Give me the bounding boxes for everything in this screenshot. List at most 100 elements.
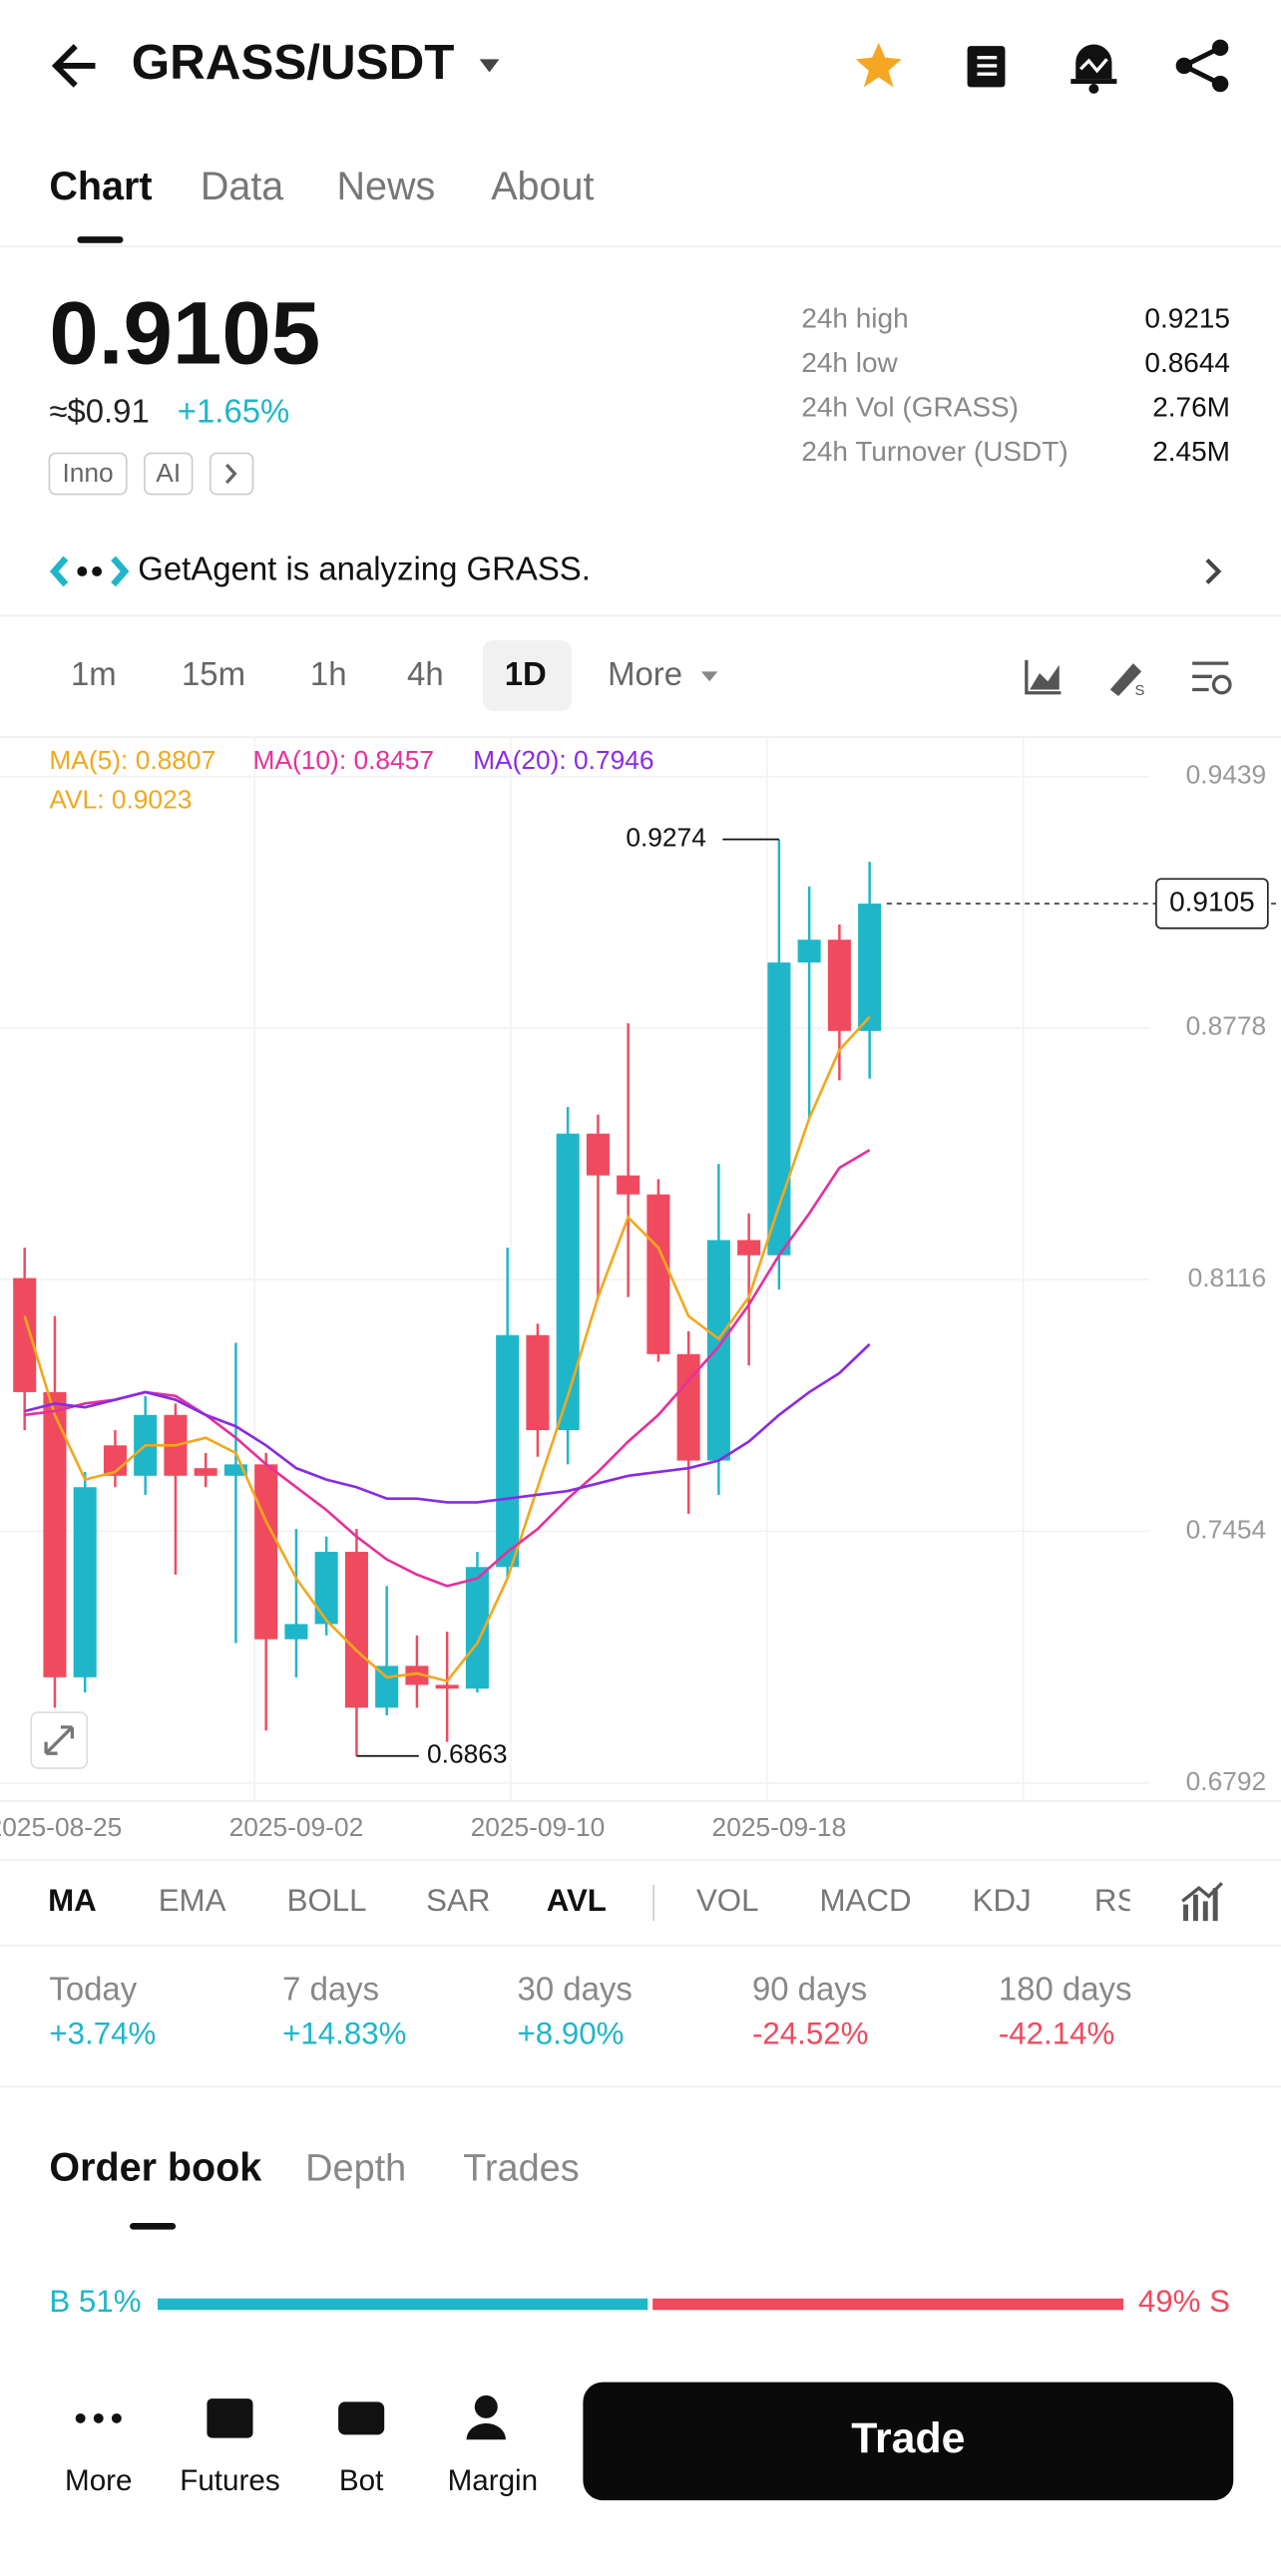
candle-body xyxy=(827,939,851,1031)
trade-label[interactable]: Trade xyxy=(851,2414,965,2462)
performance-period: 90 days xyxy=(752,1971,867,2008)
candle-body xyxy=(858,904,882,1031)
tag[interactable]: Inno xyxy=(62,458,113,488)
ma-legend: MA(5): 0.8807 xyxy=(49,745,215,775)
stat-value: 0.8644 xyxy=(1144,347,1230,378)
performance-value: -42.14% xyxy=(999,2017,1114,2051)
ma-legend-sep: : xyxy=(121,745,136,775)
avl-legend-name: AVL xyxy=(49,784,97,814)
interval[interactable]: 1D xyxy=(505,655,547,692)
ma-legend-name: MA(5) xyxy=(49,745,121,775)
indicator-tab[interactable]: EMA xyxy=(159,1883,226,1918)
ma-legend-sep: : xyxy=(559,745,574,775)
nav-item[interactable]: More xyxy=(65,2464,133,2497)
more-dropdown[interactable] xyxy=(700,671,718,682)
agent-chevron[interactable] xyxy=(1205,557,1222,584)
agent-text[interactable]: GetAgent is analyzing GRASS. xyxy=(138,551,591,587)
candle-body xyxy=(405,1665,429,1685)
expand-icon[interactable] xyxy=(30,1711,89,1769)
avl-legend-value: 0.9023 xyxy=(112,784,193,814)
indicator-tab[interactable]: KDJ xyxy=(973,1883,1032,1918)
candle-body xyxy=(43,1391,67,1677)
interval-more[interactable]: More xyxy=(608,655,682,692)
tag-more-arrow xyxy=(224,463,237,485)
y-tick-label: 0.7454 xyxy=(1186,1514,1267,1544)
last-price-label: 0.9105 xyxy=(1169,886,1255,917)
trade-button[interactable] xyxy=(583,2382,1234,2501)
indicator-settings-icon[interactable] xyxy=(1181,1882,1223,1922)
orderbook-tab[interactable]: Depth xyxy=(305,2147,406,2189)
favorite-icon[interactable] xyxy=(855,42,902,88)
indicator-tab[interactable]: VOL xyxy=(696,1883,759,1918)
stat-value: 2.76M xyxy=(1152,391,1230,422)
orderbook-tab[interactable]: Trades xyxy=(463,2147,579,2189)
indicator-tab[interactable]: AVL xyxy=(547,1883,607,1918)
x-tick-label: 2025-09-10 xyxy=(471,1812,606,1842)
pair-title[interactable]: GRASS/USDT xyxy=(132,35,455,90)
share-icon[interactable] xyxy=(1175,39,1229,93)
stat-label: 24h Vol (GRASS) xyxy=(801,391,1019,422)
indicator-tab[interactable]: MA xyxy=(48,1883,97,1918)
nav-item[interactable]: Futures xyxy=(180,2464,279,2497)
candle-body xyxy=(435,1684,459,1689)
performance-value: +14.83% xyxy=(282,2017,406,2051)
ma-legend-name: MA(10) xyxy=(253,745,339,775)
sell-ratio-bar xyxy=(652,2298,1123,2311)
candle-body xyxy=(375,1665,399,1708)
candle-body xyxy=(465,1567,489,1689)
indicator-tab[interactable]: SAR xyxy=(426,1883,490,1918)
interval[interactable]: 15m xyxy=(182,655,245,692)
notes-icon[interactable] xyxy=(967,46,1006,88)
buy-ratio-bar xyxy=(158,2298,648,2311)
nav-icons xyxy=(75,2394,507,2440)
ma-legend-sep: : xyxy=(339,745,354,775)
tab[interactable]: Chart xyxy=(49,165,152,208)
y-tick-label: 0.6792 xyxy=(1186,1766,1267,1796)
stat-value: 2.45M xyxy=(1152,436,1230,467)
interval[interactable]: 1h xyxy=(310,655,347,692)
pair-dropdown[interactable] xyxy=(479,59,500,73)
nav-item[interactable]: Margin xyxy=(448,2464,539,2497)
performance-value: +8.90% xyxy=(518,2017,625,2051)
tag-box xyxy=(144,452,194,496)
interval[interactable]: 1m xyxy=(71,655,117,692)
draw-icon[interactable]: S xyxy=(1109,663,1145,699)
x-tick-label: 2025-09-18 xyxy=(712,1812,847,1842)
orderbook-tab[interactable]: Order book xyxy=(49,2146,261,2190)
candle-body xyxy=(194,1468,217,1476)
x-tick-label: 2025-09-02 xyxy=(229,1812,364,1842)
ma-legend: MA(10): 0.8457 xyxy=(253,745,434,775)
stat-label: 24h high xyxy=(801,302,908,333)
sell-ratio-label: 49% S xyxy=(1138,2284,1230,2319)
indicator-tab[interactable]: MACD xyxy=(819,1883,911,1918)
ma-legend-value: 0.8457 xyxy=(353,745,434,775)
x-tick-label: 2025-08-25 xyxy=(0,1812,122,1842)
tag[interactable]: AI xyxy=(156,458,181,488)
nav-item[interactable]: Bot xyxy=(339,2464,384,2497)
candle-body xyxy=(586,1133,610,1176)
last-price: 0.9105 xyxy=(49,283,320,382)
settings-icon[interactable] xyxy=(1192,661,1232,695)
indicator-tab[interactable]: BOLL xyxy=(287,1883,367,1918)
back-button[interactable] xyxy=(51,44,96,88)
tag-more[interactable] xyxy=(209,452,254,496)
ma-legend-value: 0.7946 xyxy=(574,745,654,775)
alert-icon[interactable] xyxy=(1070,44,1117,94)
stat-label: 24h Turnover (USDT) xyxy=(801,436,1068,467)
candle-body xyxy=(13,1278,37,1392)
indicator-tab[interactable]: RSI xyxy=(1094,1883,1146,1918)
performance-period: 30 days xyxy=(518,1971,633,2008)
tab[interactable]: News xyxy=(336,165,435,208)
candle-body xyxy=(767,962,791,1256)
tab[interactable]: Data xyxy=(201,165,283,208)
candle-body xyxy=(526,1334,550,1431)
tag-box xyxy=(48,452,128,496)
ma-line xyxy=(24,1342,871,1504)
tab[interactable]: About xyxy=(491,165,594,208)
interval[interactable]: 4h xyxy=(407,655,444,692)
candle-body xyxy=(617,1175,640,1195)
chart-type-icon[interactable] xyxy=(1025,659,1062,695)
svg-text:S: S xyxy=(1134,683,1144,699)
performance-period: 180 days xyxy=(999,1971,1132,2008)
